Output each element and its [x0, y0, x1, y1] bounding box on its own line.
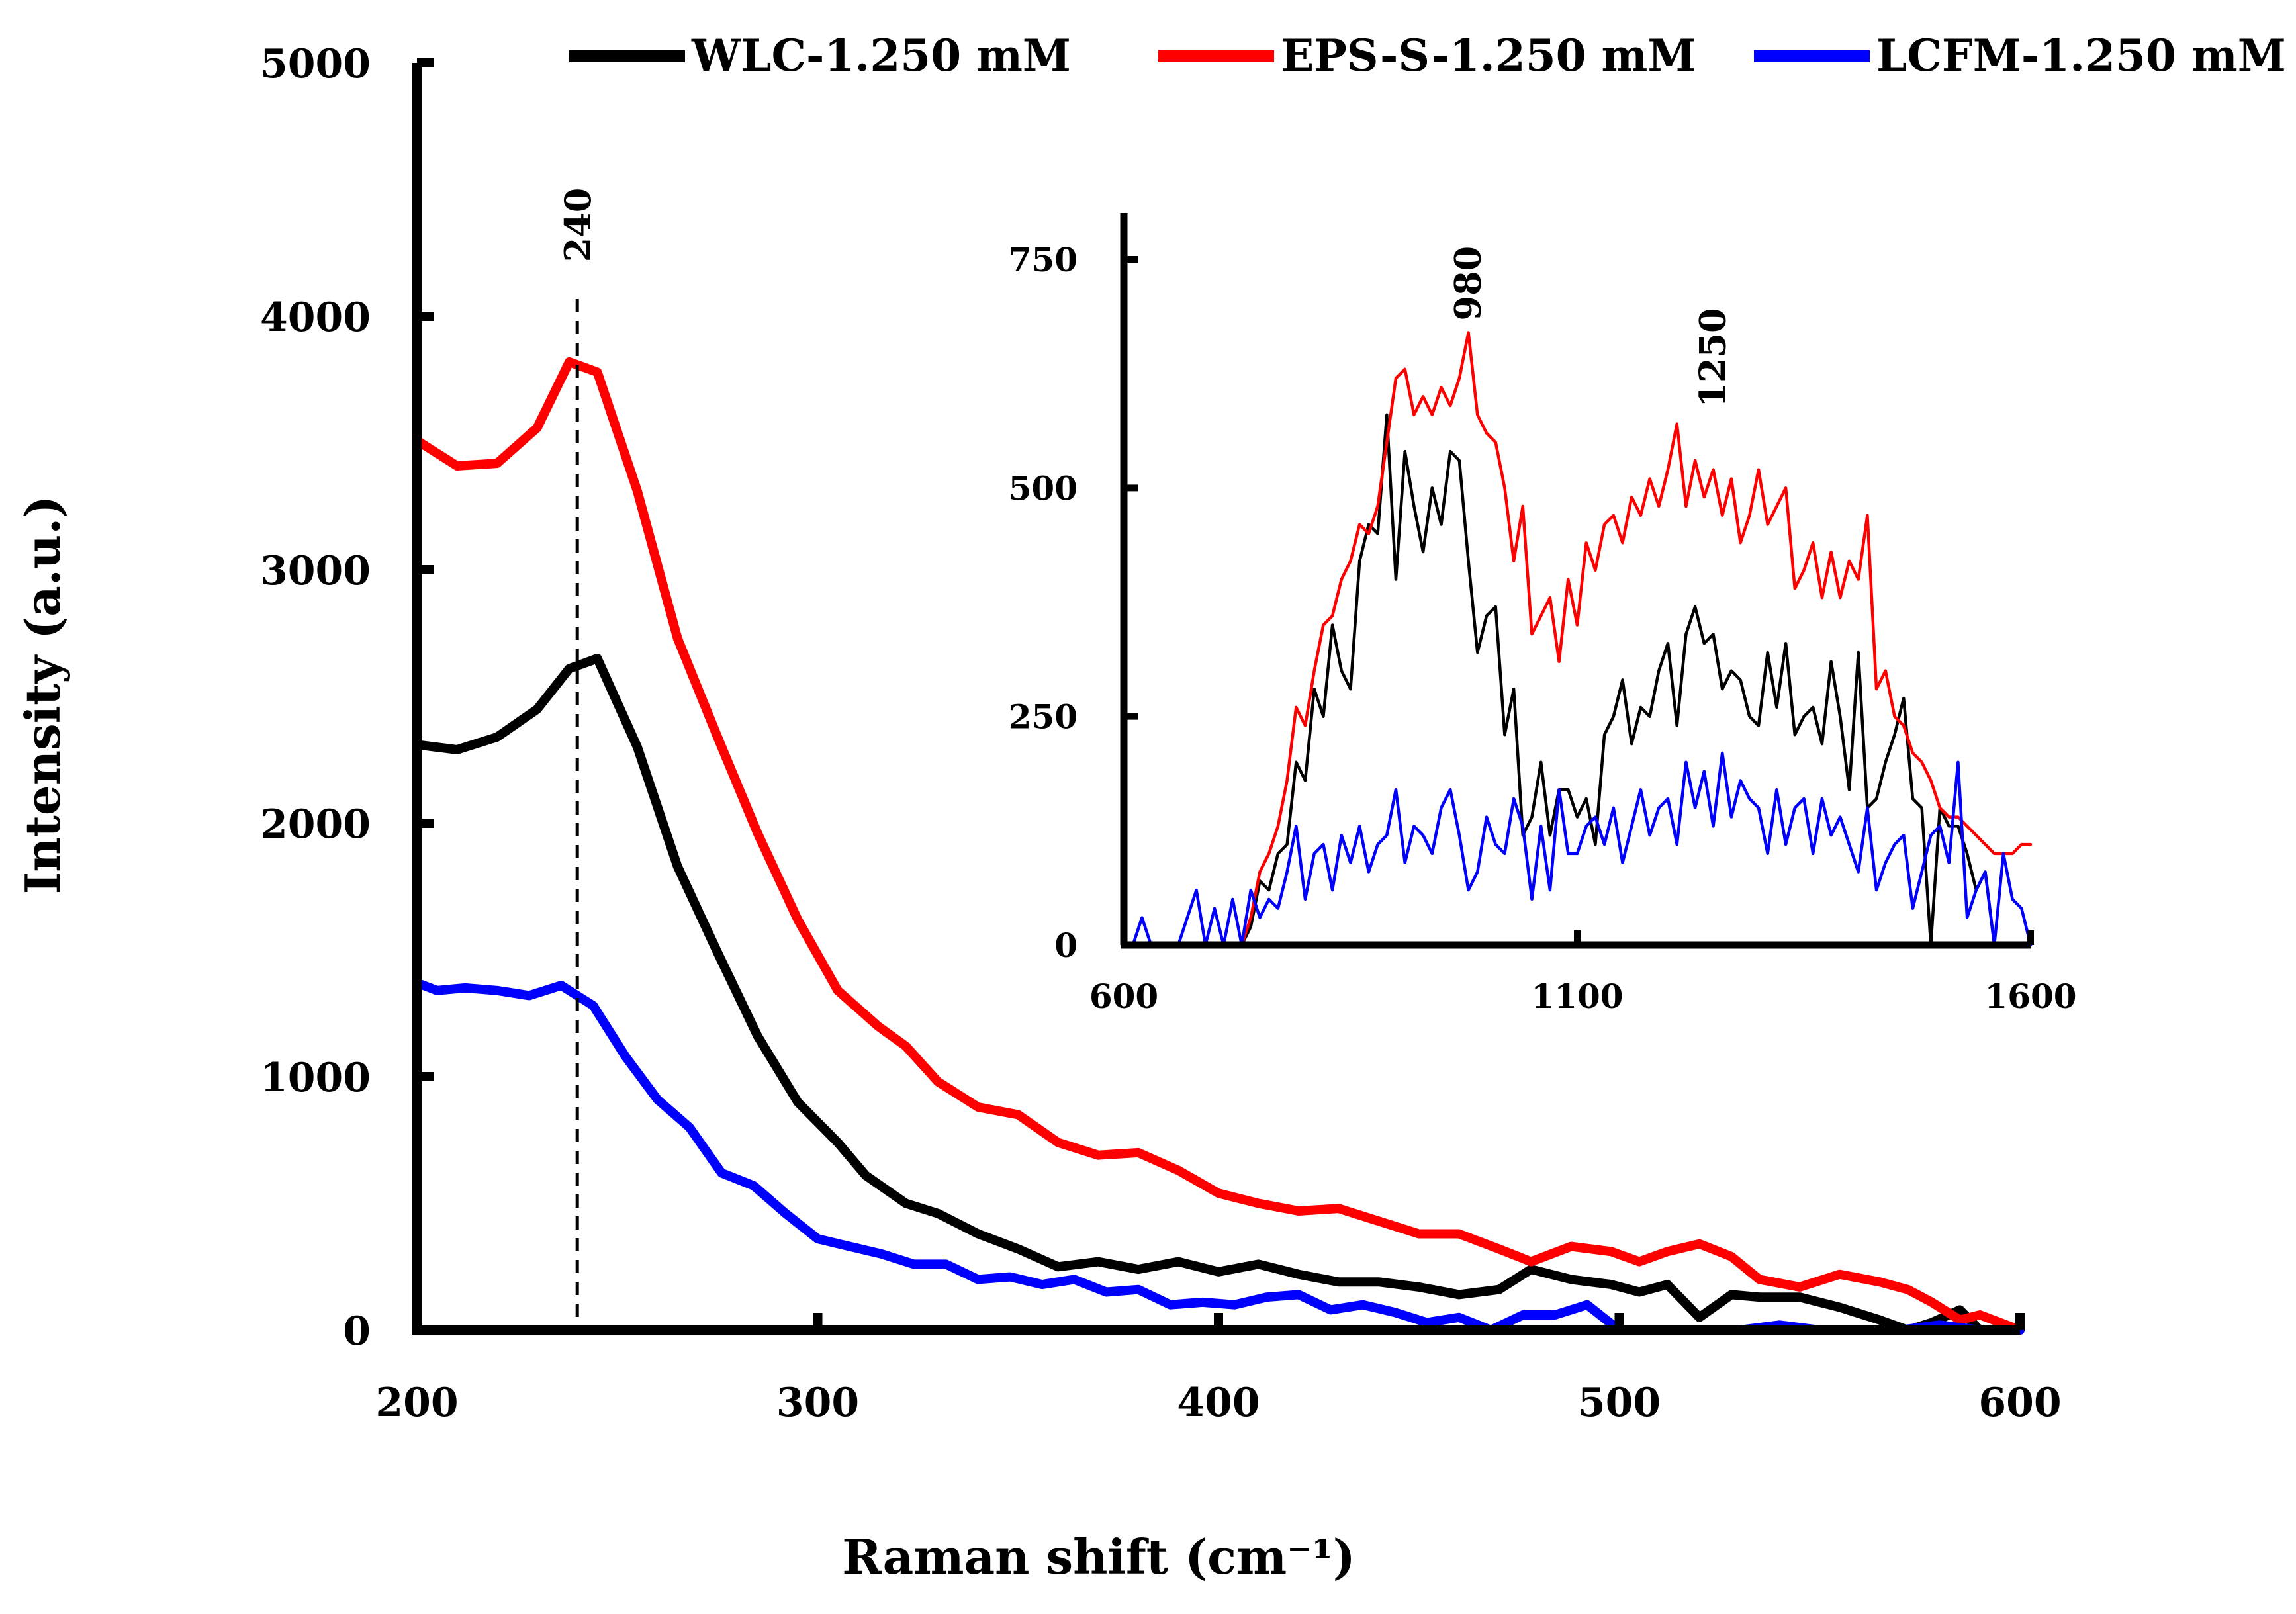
- inset-x-tick-label: 600: [1089, 977, 1158, 1016]
- main-plot: 240 200 300 400 500 600010002000300040005000…: [15, 41, 2062, 1585]
- inset-ticks: 600 1100 1600 0 250 500 750: [1009, 240, 2077, 1016]
- main-x-tick-label: 200: [375, 1380, 458, 1426]
- legend-label-wlc: WLC-1.250 mM: [691, 30, 1071, 81]
- inset-series-lcfm-line: [1122, 751, 2033, 947]
- main-series-lcfm-line: [412, 978, 2025, 1335]
- legend-label-lcfm: LCFM-1.250 mM: [1876, 30, 2286, 81]
- main-series-wlc-line: [412, 654, 2025, 1335]
- inset-annotation-1250: 1250: [1692, 308, 1734, 407]
- main-y-tick-label: 1000: [260, 1055, 371, 1101]
- inset-annotations: 980 1250: [1447, 246, 1734, 408]
- inset-series-eps-line: [1122, 331, 2033, 947]
- main-y-tick-label: 5000: [260, 41, 371, 87]
- inset-series-wlc-line: [1122, 413, 2033, 947]
- inset-y-tick-label: 250: [1009, 697, 1078, 737]
- inset-plot: 980 1250 600 1100 1600 0 250 500 750: [1009, 213, 2077, 1016]
- main-series-group: [412, 357, 2025, 1335]
- main-y-tick-label: 0: [343, 1308, 371, 1355]
- main-y-tick-label: 2000: [260, 801, 371, 848]
- main-series-eps-line: [412, 357, 2025, 1335]
- inset-x-tick-label: 1600: [1984, 977, 2076, 1016]
- main-x-axis-title: Raman shift (cm⁻¹): [842, 1529, 1355, 1585]
- main-x-tick-label: 400: [1177, 1380, 1260, 1426]
- main-y-tick-label: 3000: [260, 548, 371, 594]
- main-y-tick-label: 4000: [260, 294, 371, 341]
- legend-label-eps: EPS-S-1.250 mM: [1281, 30, 1696, 81]
- inset-annotation-980: 980: [1447, 246, 1489, 321]
- inset-series-group: [1122, 331, 2033, 947]
- legend: WLC-1.250 mM EPS-S-1.250 mM LCFM-1.250 m…: [569, 30, 2286, 81]
- main-annotation: 240: [557, 188, 599, 1325]
- inset-y-tick-label: 500: [1009, 469, 1078, 508]
- main-x-tick-label: 500: [1578, 1380, 1661, 1426]
- main-x-tick-label: 300: [776, 1380, 859, 1426]
- inset-y-tick-label: 750: [1009, 240, 1078, 279]
- inset-y-tick-label: 0: [1054, 926, 1078, 965]
- inset-x-tick-label: 1100: [1531, 977, 1623, 1016]
- main-y-axis-title: Intensity (a.u.): [15, 496, 71, 895]
- main-x-tick-label: 600: [1978, 1380, 2061, 1426]
- main-annotation-label: 240: [557, 188, 599, 263]
